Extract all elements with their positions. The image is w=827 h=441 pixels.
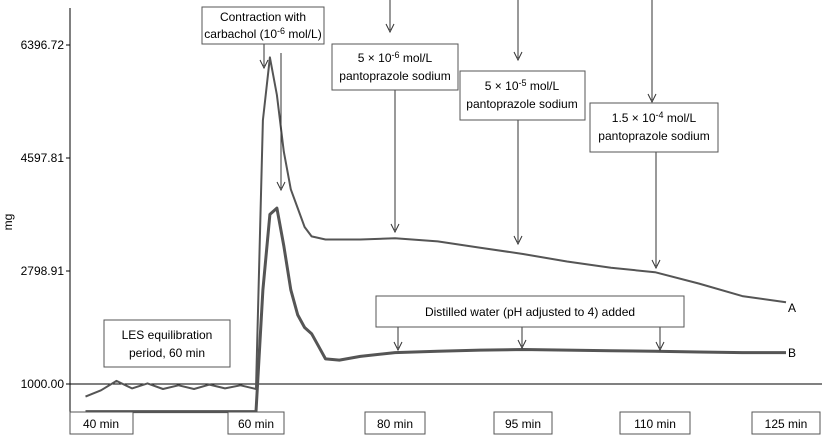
arrowhead-water-2 <box>517 339 527 350</box>
annotation-contraction-line1: Contraction with <box>220 10 306 24</box>
annotation-panto2-line1: 5 × 10-5 mol/L <box>485 78 560 93</box>
annotation-panto1: 5 × 10-6 mol/L pantoprazole sodium <box>331 43 459 91</box>
x-tick-box-40 <box>69 411 134 435</box>
annotation-panto2-line1-b: mol/L <box>527 79 560 93</box>
annotation-panto3-box <box>589 102 719 153</box>
arrowhead-panto2 <box>513 235 523 246</box>
annotation-panto3-line1-sup: -4 <box>656 110 664 120</box>
annotation-contraction: Contraction with carbachol (10-6 mol/L) <box>201 6 325 45</box>
arrowhead-contraction-b <box>276 181 286 192</box>
arrowhead-water-1 <box>393 341 403 352</box>
annotation-contraction-line2: carbachol (10-6 mol/L) <box>204 26 321 41</box>
annotation-panto1-line2: pantoprazole sodium <box>339 69 450 83</box>
series-b-label: B <box>788 346 796 360</box>
y-axis-label: mg <box>1 214 15 231</box>
annotation-water-box <box>375 295 685 328</box>
annotation-panto2-line1-sup: -5 <box>519 78 527 88</box>
annotation-panto1-line1-sup: -6 <box>392 50 400 60</box>
annotation-panto3-line1: 1.5 × 10-4 mol/L <box>612 110 697 125</box>
annotation-contraction-line2-b: mol/L) <box>285 27 322 41</box>
x-tick-box-95 <box>493 411 553 435</box>
annotation-arrows <box>259 0 665 352</box>
arrowhead-panto2-top <box>513 51 523 62</box>
annotation-contraction-line2-sup: -6 <box>277 26 285 36</box>
annotation-panto3-line1-b: mol/L <box>664 111 697 125</box>
x-tick-label-80: 80 min <box>377 417 413 431</box>
arrowhead-panto3-top <box>647 93 657 104</box>
annotation-panto2-line2: pantoprazole sodium <box>466 97 577 111</box>
annotation-contraction-line2-a: carbachol (10 <box>204 27 277 41</box>
annotation-les-box <box>103 319 231 368</box>
annotation-water: Distilled water (pH adjusted to 4) added <box>375 295 685 328</box>
annotation-les-line1: LES equilibration <box>122 328 213 342</box>
annotation-contraction-box <box>201 6 325 45</box>
arrowhead-panto1 <box>390 223 400 234</box>
annotation-panto2-box <box>459 70 586 121</box>
y-tick-label-6396: 6396.72 <box>21 38 65 52</box>
series-a-label: A <box>788 301 796 315</box>
arrowhead-panto1-top <box>385 23 395 34</box>
annotation-panto2-line1-a: 5 × 10 <box>485 79 519 93</box>
series-b-line <box>85 206 786 414</box>
x-tick-label-60: 60 min <box>238 417 274 431</box>
annotation-water-text: Distilled water (pH adjusted to 4) added <box>425 305 635 319</box>
annotation-les: LES equilibration period, 60 min <box>103 319 231 368</box>
annotation-panto1-line1-b: mol/L <box>400 51 433 65</box>
annotation-panto1-box <box>331 43 459 91</box>
annotation-panto3-line2: pantoprazole sodium <box>598 129 709 143</box>
annotation-panto3-line1-a: 1.5 × 10 <box>612 111 656 125</box>
y-tick-label-2798: 2798.91 <box>21 264 65 278</box>
x-tick-label-95: 95 min <box>505 417 541 431</box>
x-tick-box-80 <box>364 411 426 435</box>
x-tick-label-40: 40 min <box>83 417 119 431</box>
x-tick-box-60 <box>227 411 285 435</box>
x-tick-box-125 <box>751 411 821 435</box>
series-a-line <box>85 56 787 398</box>
annotation-panto3: 1.5 × 10-4 mol/L pantoprazole sodium <box>589 102 719 153</box>
x-tick-label-110: 110 min <box>634 417 676 431</box>
x-tick-label-125: 125 min <box>765 417 808 431</box>
y-tick-label-1000: 1000.00 <box>21 377 65 391</box>
x-ticks: 40 min 60 min 80 min 95 min 110 min 125 … <box>69 411 821 435</box>
y-tick-label-4597: 4597.81 <box>21 151 65 165</box>
y-ticks: 6396.72 4597.81 2798.91 1000.00 <box>21 38 70 391</box>
annotation-panto1-line1-a: 5 × 10 <box>358 51 392 65</box>
x-tick-box-110 <box>619 411 691 435</box>
arrowhead-contraction-peak <box>259 59 269 70</box>
annotation-les-line2: period, 60 min <box>129 346 205 360</box>
arrowhead-water-3 <box>655 341 665 352</box>
annotation-panto1-line1: 5 × 10-6 mol/L <box>358 50 433 65</box>
arrowhead-panto3 <box>651 259 661 270</box>
annotation-panto2: 5 × 10-5 mol/L pantoprazole sodium <box>459 70 586 121</box>
